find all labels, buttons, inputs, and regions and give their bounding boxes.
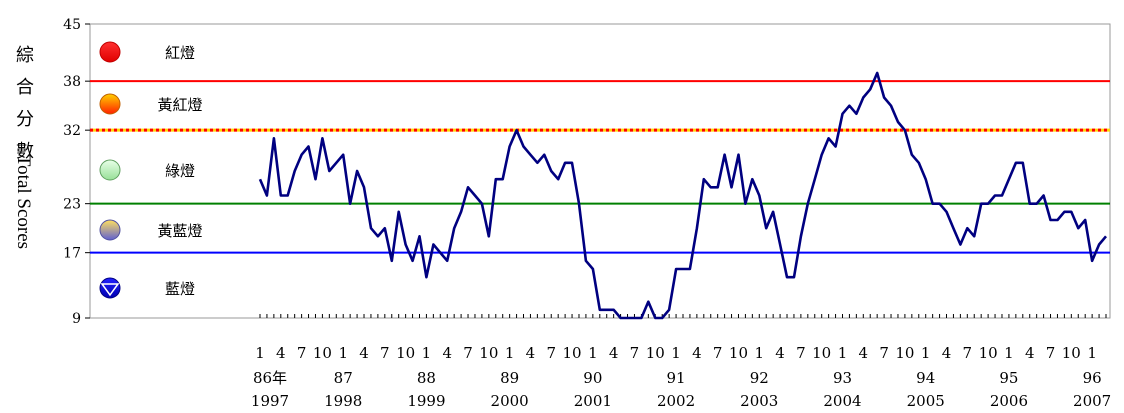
x-month-label: 7 — [963, 344, 973, 362]
x-month-label: 1 — [671, 344, 681, 362]
legend-label: 黃紅燈 — [157, 96, 202, 114]
x-month-label: 4 — [775, 344, 785, 362]
y-axis-label-english: Total Scores — [13, 154, 34, 250]
x-year-label-roc: 89 — [500, 369, 519, 387]
x-month-label: 10 — [646, 344, 665, 362]
x-month-label: 7 — [713, 344, 723, 362]
x-year-label-ad: 1999 — [407, 392, 445, 409]
x-month-label: 10 — [479, 344, 498, 362]
x-month-label: 1 — [1004, 344, 1014, 362]
y-axis-label-char: 分 — [16, 109, 34, 130]
x-month-label: 4 — [1025, 344, 1035, 362]
x-month-label: 1 — [921, 344, 931, 362]
x-month-label: 1 — [588, 344, 598, 362]
x-year-label-ad: 2003 — [740, 392, 778, 409]
x-year-label-roc: 88 — [417, 369, 436, 387]
x-month-label: 4 — [442, 344, 452, 362]
x-month-label: 10 — [979, 344, 998, 362]
x-month-label: 7 — [463, 344, 473, 362]
y-tick-label: 45 — [63, 17, 81, 33]
blue-triangle-icon — [100, 283, 120, 297]
x-year-label-roc: 94 — [916, 369, 935, 387]
y-axis-label-chinese: 綜 合 分 數 — [10, 40, 40, 168]
x-year-label-ad: 2001 — [574, 392, 612, 409]
y-axis-label-char: 數 — [16, 141, 34, 162]
x-year-label-roc: 96 — [1083, 369, 1102, 387]
legend-label: 藍燈 — [165, 280, 195, 298]
y-tick-label: 38 — [63, 74, 81, 90]
y-axis-label-char: 綜 — [16, 45, 34, 66]
legend-label: 紅燈 — [165, 44, 195, 62]
x-month-label: 10 — [563, 344, 582, 362]
y-tick-label: 32 — [63, 123, 81, 139]
x-month-label: 1 — [755, 344, 765, 362]
green-circle-icon — [99, 159, 121, 181]
x-month-label: 4 — [276, 344, 286, 362]
x-month-label: 1 — [505, 344, 515, 362]
blue-circle-icon — [99, 277, 121, 299]
x-year-label-roc: 87 — [334, 369, 353, 387]
y-tick-label: 9 — [72, 311, 81, 327]
red-circle-icon — [99, 41, 121, 63]
x-month-label: 4 — [359, 344, 369, 362]
x-year-label-roc: 86年 — [253, 369, 287, 387]
x-month-label: 7 — [297, 344, 307, 362]
x-year-label-ad: 2006 — [990, 392, 1028, 409]
x-year-label-roc: 92 — [750, 369, 769, 387]
x-year-label-ad: 2002 — [657, 392, 695, 409]
legend-label: 綠燈 — [165, 162, 195, 180]
x-year-label-ad: 2000 — [491, 392, 529, 409]
yellow-blue-circle-icon — [99, 219, 121, 241]
x-month-label: 7 — [879, 344, 889, 362]
x-year-label-ad: 2004 — [823, 392, 861, 409]
yellow-red-circle-icon — [99, 93, 121, 115]
x-year-label-ad: 1997 — [251, 392, 289, 409]
x-month-label: 4 — [942, 344, 952, 362]
x-month-label: 1 — [422, 344, 432, 362]
x-month-label: 4 — [526, 344, 536, 362]
x-month-label: 10 — [812, 344, 831, 362]
x-year-label-roc: 93 — [833, 369, 852, 387]
x-month-label: 7 — [630, 344, 640, 362]
x-month-label: 4 — [609, 344, 619, 362]
plot-frame — [89, 23, 1111, 319]
x-month-label: 7 — [796, 344, 806, 362]
x-month-label: 4 — [859, 344, 869, 362]
x-month-label: 7 — [546, 344, 556, 362]
x-year-label-ad: 2007 — [1073, 392, 1111, 409]
x-month-label: 10 — [396, 344, 415, 362]
x-month-label: 1 — [255, 344, 265, 362]
x-month-label: 10 — [313, 344, 332, 362]
x-year-label-roc: 91 — [667, 369, 686, 387]
x-year-label-roc: 95 — [999, 369, 1018, 387]
x-year-label-ad: 2005 — [907, 392, 945, 409]
x-month-label: 7 — [1046, 344, 1056, 362]
x-year-label-ad: 1998 — [324, 392, 362, 409]
x-year-label-roc: 90 — [583, 369, 602, 387]
x-month-label: 1 — [338, 344, 348, 362]
x-month-label: 1 — [1087, 344, 1097, 362]
x-month-label: 1 — [838, 344, 848, 362]
legend-label: 黃藍燈 — [157, 222, 202, 240]
x-month-label: 10 — [895, 344, 914, 362]
y-axis-label-char: 合 — [16, 77, 34, 98]
y-tick-label: 23 — [63, 197, 81, 213]
x-month-label: 10 — [1062, 344, 1081, 362]
x-month-label: 4 — [692, 344, 702, 362]
y-tick-label: 17 — [63, 246, 81, 262]
x-month-label: 7 — [380, 344, 390, 362]
x-month-label: 10 — [729, 344, 748, 362]
series-line — [258, 71, 1107, 320]
